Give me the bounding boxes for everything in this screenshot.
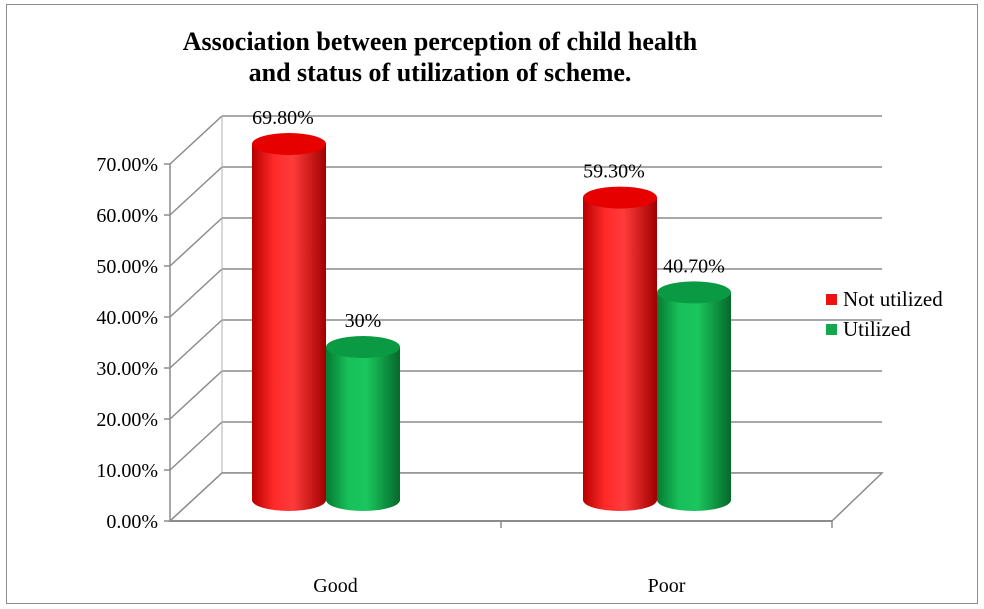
y-tick-label: 50.00% bbox=[96, 256, 158, 278]
bar-not-utilized-poor bbox=[583, 197, 657, 511]
bar-not-utilized-good bbox=[252, 144, 326, 511]
bar-utilized-poor-top bbox=[657, 281, 731, 304]
bar-utilized-good-top bbox=[326, 336, 400, 358]
side-gridline bbox=[169, 421, 223, 471]
bar-not-utilized-poor-top bbox=[583, 186, 657, 209]
data-label: 59.30% bbox=[583, 161, 645, 183]
legend-item-utilized: Utilized bbox=[826, 314, 943, 344]
side-gridline bbox=[169, 319, 223, 369]
y-tick-label: 30.00% bbox=[96, 358, 158, 380]
y-tick-label: 60.00% bbox=[96, 205, 158, 227]
y-tick-label: 70.00% bbox=[96, 154, 158, 176]
data-label: 30% bbox=[345, 310, 382, 332]
y-tick-label: 20.00% bbox=[96, 409, 158, 431]
legend-item-not-utilized: Not utilized bbox=[826, 284, 943, 314]
legend-swatch-not-utilized bbox=[826, 293, 837, 305]
bar-utilized-poor bbox=[657, 292, 731, 511]
side-gridline bbox=[169, 370, 223, 420]
y-tick-label: 40.00% bbox=[96, 307, 158, 329]
x-tick-label: Good bbox=[313, 575, 357, 597]
y-tick-label: 0.00% bbox=[106, 511, 158, 533]
side-gridline bbox=[169, 268, 223, 318]
chart-title: Association between perception of child … bbox=[182, 27, 698, 87]
bar-not-utilized-good-top bbox=[252, 133, 326, 156]
data-label: 40.70% bbox=[663, 255, 725, 277]
legend-label-utilized: Utilized bbox=[843, 316, 911, 341]
bar-utilized-good bbox=[326, 347, 400, 511]
legend: Not utilized Utilized bbox=[826, 284, 943, 344]
data-label: 69.80% bbox=[252, 107, 314, 129]
side-gridline bbox=[169, 115, 223, 165]
y-tick-label: 10.00% bbox=[96, 460, 158, 482]
side-gridline bbox=[169, 166, 223, 216]
side-gridline bbox=[169, 217, 223, 267]
legend-swatch-utilized bbox=[826, 323, 837, 335]
legend-label-not-utilized: Not utilized bbox=[843, 286, 943, 311]
x-tick-label: Poor bbox=[648, 575, 686, 597]
